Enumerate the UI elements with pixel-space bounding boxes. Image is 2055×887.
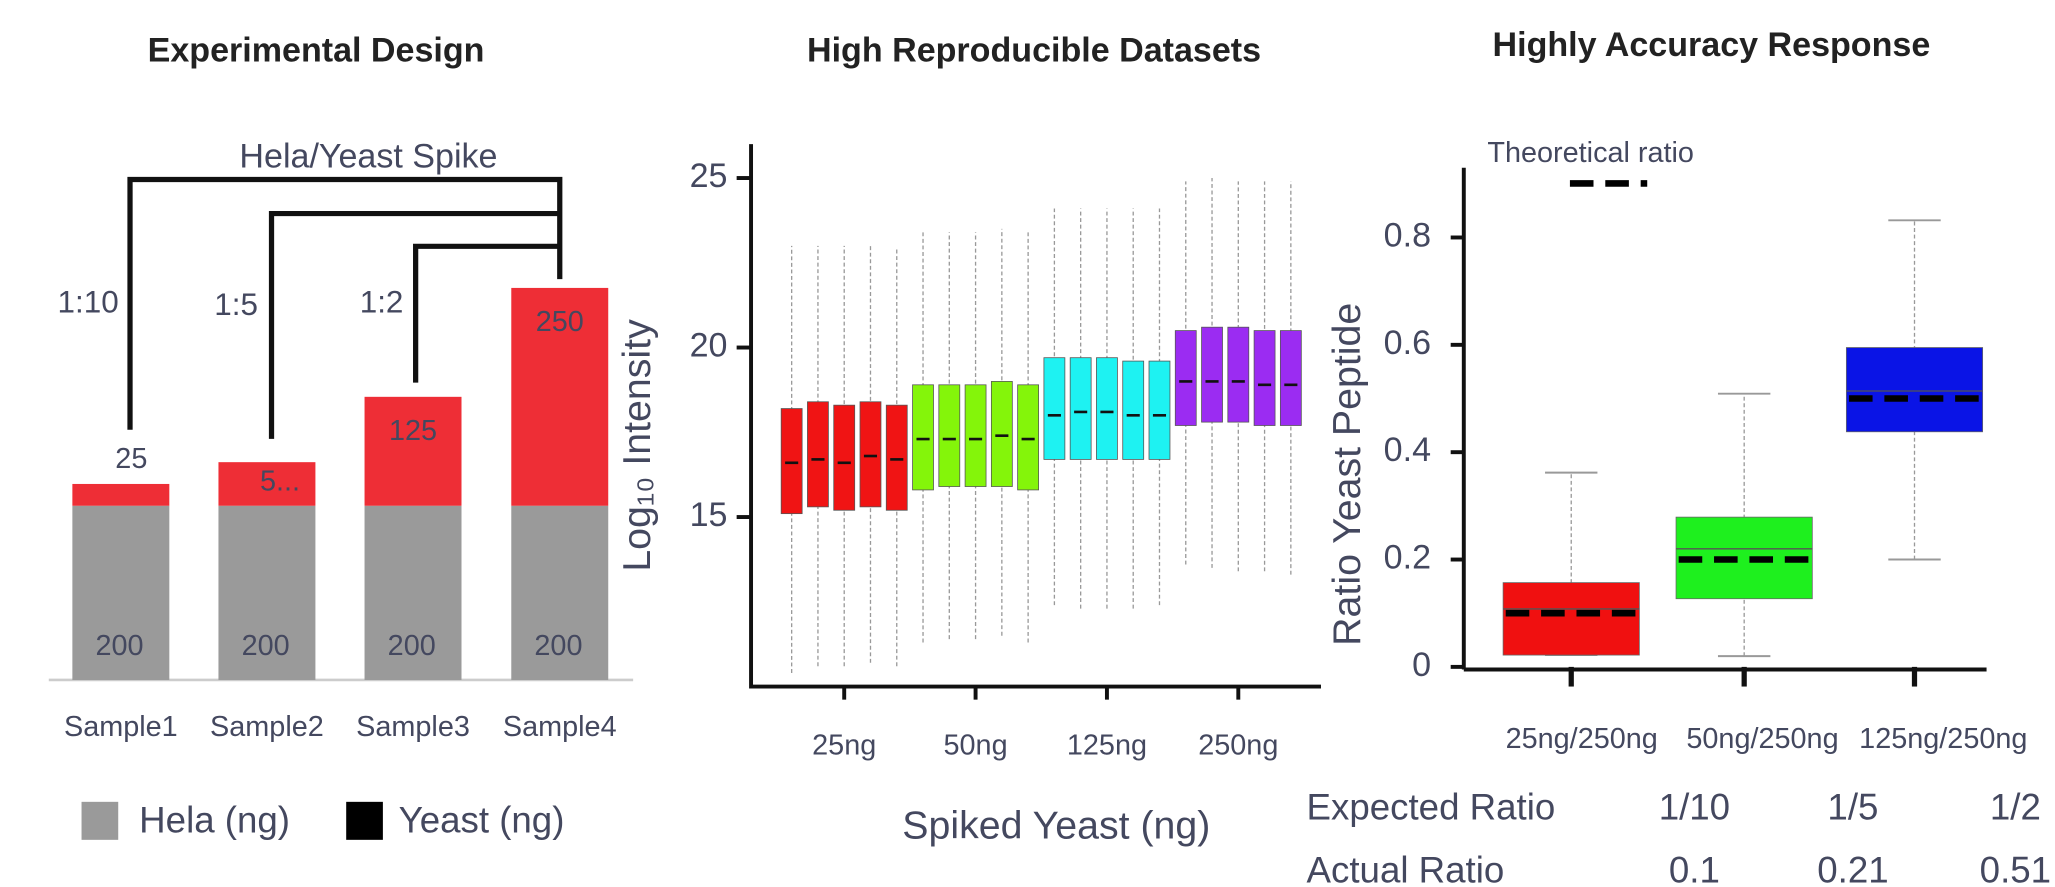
x-tick-label: 125ng <box>1067 729 1147 761</box>
bracket-line <box>127 176 563 430</box>
legend-label: Hela (ng) <box>139 799 290 840</box>
bar-segment <box>72 505 170 680</box>
box <box>1201 326 1223 423</box>
legend-label: Theoretical ratio <box>1487 137 1694 169</box>
bar-segment <box>218 462 316 506</box>
chart-title: Experimental Design <box>148 31 485 69</box>
box <box>912 384 934 491</box>
value-label: 200 <box>388 630 436 662</box>
box <box>1096 357 1118 460</box>
y-tick-label: 0.8 <box>1384 216 1431 254</box>
value-label: 200 <box>242 630 290 662</box>
annotation: Hela/Yeast Spike <box>239 138 497 176</box>
box <box>1148 360 1171 460</box>
box <box>1069 357 1092 460</box>
table-row-label: Expected Ratio <box>1307 786 1556 827</box>
box <box>807 401 829 508</box>
bar-segment <box>511 287 609 506</box>
table-cell: 0.21 <box>1817 849 1888 887</box>
x-tick-label: Sample2 <box>210 711 324 743</box>
box <box>1253 330 1276 426</box>
bracket-line <box>413 243 560 383</box>
legend-swatch <box>81 801 119 840</box>
x-tick-label: 250ng <box>1198 729 1278 761</box>
table-cell: 1/10 <box>1659 786 1730 827</box>
table-cell: 1/2 <box>1990 786 2041 827</box>
x-tick-label: Sample4 <box>503 711 617 743</box>
box <box>780 408 803 515</box>
value-label: 5... <box>260 466 300 498</box>
value-label: 25 <box>115 443 147 475</box>
y-axis-label: Log₁₀ Intensity <box>615 319 659 572</box>
x-tick-label: 50ng <box>944 729 1008 761</box>
y-tick-label: 25 <box>690 157 728 195</box>
ratio-label: 1:5 <box>214 287 258 322</box>
box <box>833 404 856 511</box>
value-label: 200 <box>95 630 143 662</box>
y-tick-label: 0 <box>1412 646 1431 684</box>
box <box>1122 360 1145 460</box>
value-label: 200 <box>534 630 582 662</box>
x-tick-label: 25ng/250ng <box>1506 723 1658 755</box>
y-tick-label: 15 <box>690 496 728 534</box>
box <box>1227 326 1250 423</box>
value-label: 250 <box>536 306 584 338</box>
chart-title: High Reproducible Datasets <box>807 31 1261 69</box>
y-tick-label: 20 <box>690 327 728 365</box>
table-cell: 0.51 <box>1980 849 2051 887</box>
bar-segment <box>364 396 462 506</box>
box <box>964 384 987 487</box>
y-tick-label: 0.4 <box>1384 431 1431 469</box>
bar-segment <box>218 505 316 680</box>
x-tick-label: Sample3 <box>356 711 470 743</box>
table-row-label: Actual Ratio <box>1307 849 1505 887</box>
legend-label: Yeast (ng) <box>399 799 565 840</box>
box <box>885 404 908 511</box>
chart-title: Highly Accuracy Response <box>1493 26 1931 64</box>
x-axis-label: Spiked Yeast (ng) <box>902 803 1210 847</box>
box <box>990 381 1013 487</box>
y-tick-label: 0.2 <box>1384 539 1431 577</box>
table-cell: 0.1 <box>1669 849 1720 887</box>
box <box>1279 330 1302 426</box>
y-axis-label: Ratio Yeast Peptide <box>1325 303 1369 646</box>
box <box>1502 582 1640 656</box>
x-tick-label: Sample1 <box>64 711 178 743</box>
box <box>1174 330 1197 426</box>
x-tick-label: 125ng/250ng <box>1859 723 2027 755</box>
value-label: 125 <box>389 415 437 447</box>
ratio-label: 1:2 <box>360 284 404 319</box>
box <box>859 401 882 508</box>
box <box>1845 347 1984 433</box>
bar-segment <box>72 483 170 506</box>
y-tick-label: 0.6 <box>1384 324 1431 362</box>
x-tick-label: 25ng <box>812 729 876 761</box>
spike-bracket <box>127 176 563 439</box>
bar-segment <box>511 505 609 680</box>
x-tick-label: 50ng/250ng <box>1686 723 1838 755</box>
box <box>1043 357 1066 460</box>
bracket-line <box>268 210 560 439</box>
legend-swatch <box>346 801 383 840</box>
bar-segment <box>364 505 462 680</box>
box <box>1017 384 1039 491</box>
box <box>938 384 961 487</box>
ratio-label: 1:10 <box>57 284 118 319</box>
table-cell: 1/5 <box>1827 786 1878 827</box>
